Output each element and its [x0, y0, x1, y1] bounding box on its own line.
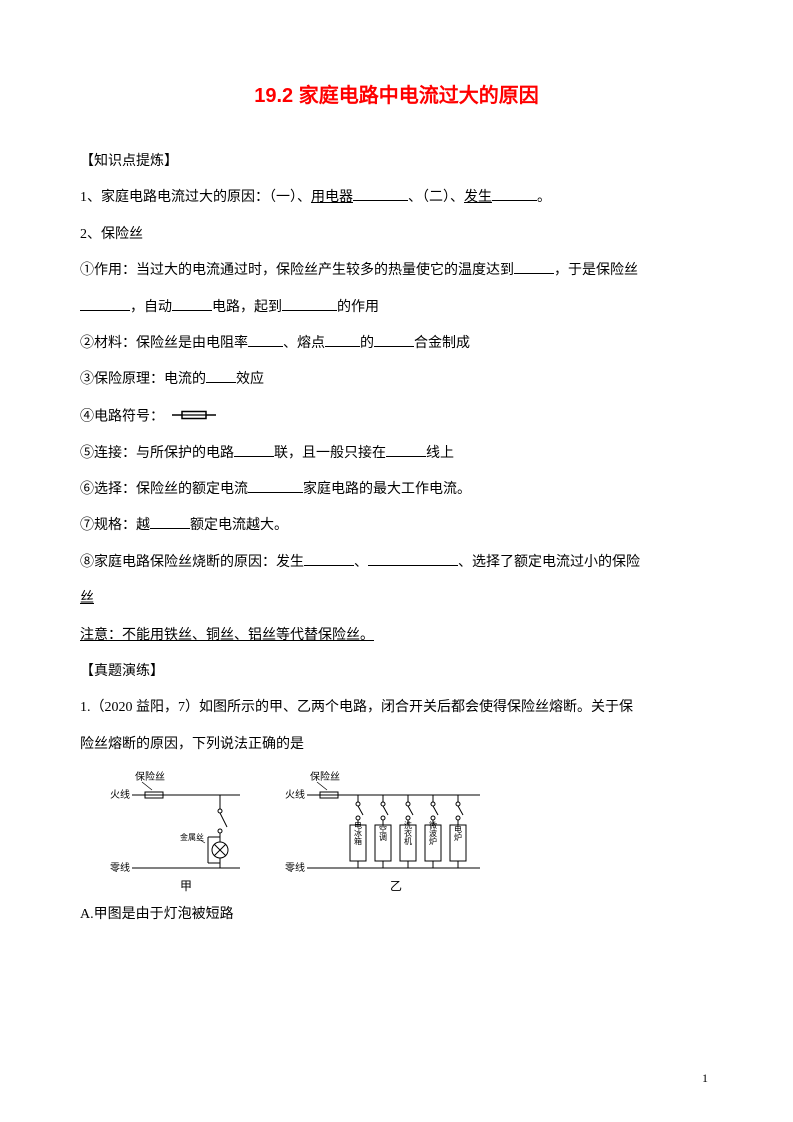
text: ，于是保险丝: [554, 263, 638, 278]
svg-text:电炉: 电炉: [454, 824, 463, 842]
appliance-1: 电冰箱: [350, 795, 366, 868]
neutral-label: 零线: [285, 861, 305, 874]
blank: [514, 259, 554, 274]
page-number: 1: [702, 1063, 708, 1094]
blank: [353, 186, 408, 201]
diagram-yi: 保险丝 火线 零线 电冰箱: [285, 770, 480, 893]
blank: [282, 296, 337, 311]
circuit-diagrams: 保险丝 火线 金属丝: [80, 765, 713, 895]
blank: [374, 332, 414, 347]
blank: [80, 296, 130, 311]
page: 19.2 家庭电路中电流过大的原因 【知识点提炼】 1、家庭电路电流过大的原因：…: [0, 0, 793, 1122]
point-3-line2: ，自动 电路，起到 的作用: [80, 290, 713, 326]
blank: [325, 332, 360, 347]
blank: [248, 332, 283, 347]
fuse-label: 保险丝: [310, 770, 340, 783]
text: 、（二）、: [408, 190, 464, 205]
text: 联，且一般只接在: [274, 446, 386, 461]
fuse-symbol-icon: [172, 399, 216, 435]
blank: [206, 368, 236, 383]
appliance-4: 微波炉: [425, 795, 441, 868]
note: 注意：不能用铁丝、铜丝、铝丝等代替保险丝。: [80, 618, 713, 654]
point-8: ⑥选择：保险丝的额定电流 家庭电路的最大工作电流。: [80, 472, 713, 508]
text: ②材料：保险丝是由电阻率: [80, 336, 248, 351]
appliance-2: 空调: [375, 795, 391, 868]
text: ⑧家庭电路保险丝烧断的原因：发生: [80, 555, 304, 570]
blank: [304, 551, 354, 566]
svg-text:洗衣机: 洗衣机: [404, 820, 413, 846]
text: ⑥选择：保险丝的额定电流: [80, 482, 248, 497]
svg-text:空调: 空调: [379, 824, 388, 842]
underline-text: 发生: [464, 190, 492, 205]
section-practice: 【真题演练】: [80, 654, 713, 690]
point-2: 2、保险丝: [80, 217, 713, 253]
text: 、熔点: [283, 336, 325, 351]
yi-label: 乙: [390, 879, 402, 893]
text: ③保险原理：电流的: [80, 372, 206, 387]
neutral-label: 零线: [110, 861, 130, 874]
point-1: 1、家庭电路电流过大的原因：（一）、用电器 、（二）、发生 。: [80, 180, 713, 216]
underline-text: 丝: [80, 591, 94, 606]
point-10: ⑧家庭电路保险丝烧断的原因：发生 、 、选择了额定电流过小的保险: [80, 545, 713, 581]
option-a: A.甲图是由于灯泡被短路: [80, 897, 713, 933]
text: 额定电流越大。: [190, 518, 288, 533]
text: ④电路符号：: [80, 409, 164, 424]
appliance-5: 电炉: [450, 795, 466, 868]
blank: [150, 514, 190, 529]
underline-text: 注意：不能用铁丝、铜丝、铝丝等代替保险丝。: [80, 628, 374, 643]
svg-text:微波炉: 微波炉: [429, 820, 438, 846]
blank: [172, 296, 212, 311]
blank: [492, 186, 537, 201]
question-1-line1: 1.（2020 益阳，7）如图所示的甲、乙两个电路，闭合开关后都会使得保险丝熔断…: [80, 690, 713, 726]
text: ⑤连接：与所保护的电路: [80, 446, 234, 461]
point-10-line2: 丝: [80, 581, 713, 617]
section-knowledge: 【知识点提炼】: [80, 144, 713, 180]
underline-text: 用电器: [311, 190, 353, 205]
appliance-3: 洗衣机: [400, 795, 416, 868]
diagram-jia: 保险丝 火线 金属丝: [110, 770, 240, 893]
live-label: 火线: [285, 788, 305, 801]
text: ①作用：当过大的电流通过时，保险丝产生较多的热量使它的温度达到: [80, 263, 514, 278]
text: 的作用: [337, 300, 379, 315]
live-label: 火线: [110, 788, 130, 801]
blank: [248, 478, 303, 493]
metal-label: 金属丝: [180, 832, 204, 842]
text: 电路，起到: [212, 300, 282, 315]
text: 的: [360, 336, 374, 351]
point-5: ③保险原理：电流的 效应: [80, 362, 713, 398]
text: 、: [354, 555, 368, 570]
jia-label: 甲: [180, 879, 192, 893]
blank: [368, 551, 458, 566]
point-7: ⑤连接：与所保护的电路 联，且一般只接在 线上: [80, 436, 713, 472]
text: ，自动: [130, 300, 172, 315]
text: 1、家庭电路电流过大的原因：（一）、: [80, 190, 311, 205]
point-4: ②材料：保险丝是由电阻率 、熔点 的 合金制成: [80, 326, 713, 362]
point-9: ⑦规格：越 额定电流越大。: [80, 508, 713, 544]
text: 。: [537, 190, 551, 205]
page-title: 19.2 家庭电路中电流过大的原因: [80, 70, 713, 122]
text: 合金制成: [414, 336, 470, 351]
question-1-line2: 险丝熔断的原因，下列说法正确的是: [80, 727, 713, 763]
text: 、选择了额定电流过小的保险: [458, 555, 640, 570]
text: 线上: [426, 446, 454, 461]
text: ⑦规格：越: [80, 518, 150, 533]
text: 效应: [236, 372, 264, 387]
blank: [234, 442, 274, 457]
fuse-label: 保险丝: [135, 770, 165, 783]
point-3-line1: ①作用：当过大的电流通过时，保险丝产生较多的热量使它的温度达到 ，于是保险丝: [80, 253, 713, 289]
point-6: ④电路符号：: [80, 399, 713, 436]
svg-text:电冰箱: 电冰箱: [354, 820, 363, 846]
blank: [386, 442, 426, 457]
text: 家庭电路的最大工作电流。: [303, 482, 471, 497]
